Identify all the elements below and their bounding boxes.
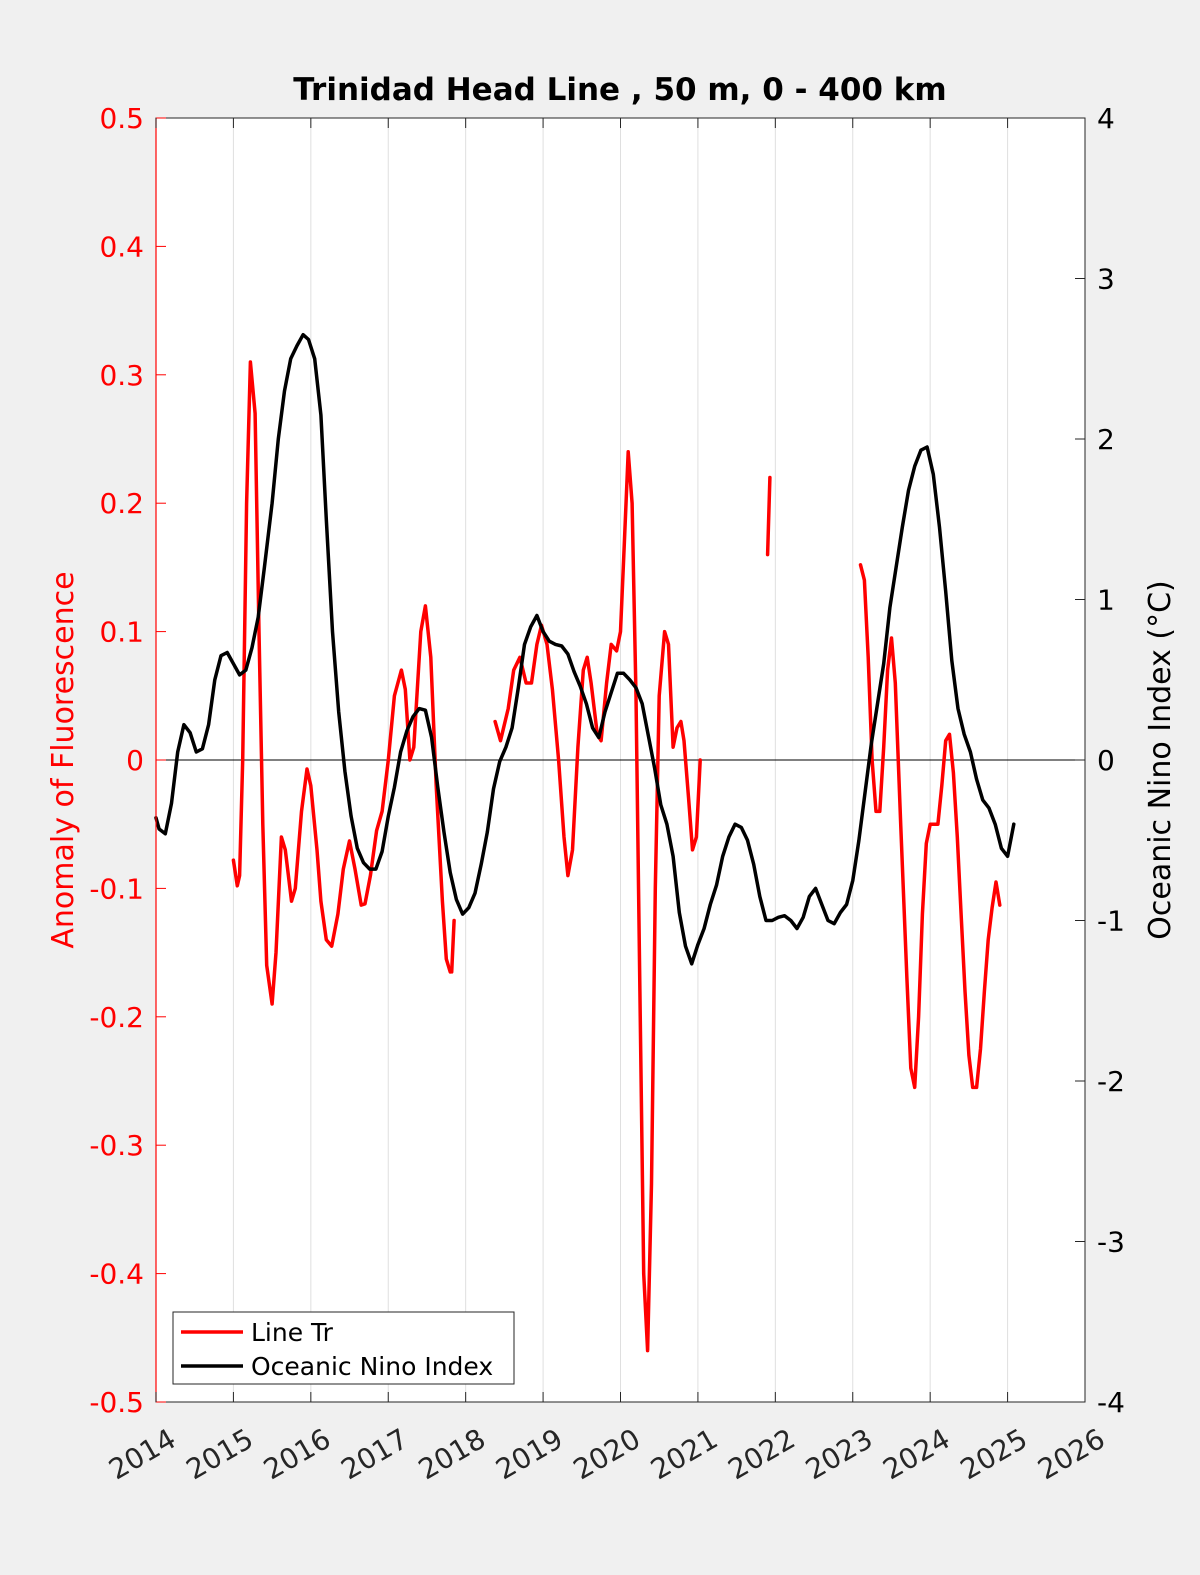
series-line-tr <box>231 360 452 1006</box>
left-tick-label: -0.3 <box>89 1129 144 1162</box>
right-tick-label: -3 <box>1097 1226 1125 1259</box>
x-tick-label: 2024 <box>877 1422 955 1486</box>
left-axis-label: Anomaly of Fluorescence <box>46 571 81 948</box>
x-tick-label: 2016 <box>258 1422 336 1486</box>
right-tick-label: -2 <box>1097 1065 1125 1098</box>
left-tick-label: -0.1 <box>89 872 144 905</box>
x-tick-label: 2020 <box>568 1422 646 1486</box>
left-tick-label: 0.2 <box>99 487 144 520</box>
series-line-tr <box>449 918 456 974</box>
legend-label-oni: Oceanic Nino Index <box>251 1352 493 1381</box>
left-tick-label: 0.1 <box>99 616 144 649</box>
left-tick-label: 0 <box>126 744 144 777</box>
right-axis-label: Oceanic Nino Index (°C) <box>1143 580 1178 940</box>
x-tick-label: 2025 <box>955 1422 1033 1486</box>
x-tick-label: 2023 <box>800 1422 878 1486</box>
right-tick-label: -1 <box>1097 905 1125 938</box>
right-tick-label: -4 <box>1097 1386 1125 1419</box>
series-line-tr <box>765 475 772 557</box>
left-axis: 0.5 0.4 0.3 0.2 0.1 0 -0.1 -0.2 -0.3 -0.4 -0.5 <box>89 102 166 1419</box>
left-tick-label: -0.5 <box>89 1386 144 1419</box>
right-tick-label: 1 <box>1097 584 1115 617</box>
x-tick-label: 2019 <box>490 1422 568 1486</box>
x-tick-label: 2021 <box>645 1422 723 1486</box>
left-tick-label: 0.3 <box>99 359 144 392</box>
x-tick-label: 2022 <box>723 1422 801 1486</box>
right-axis: 4 3 2 1 0 -1 -2 -3 -4 <box>1075 102 1125 1419</box>
x-tick-label: 2018 <box>413 1422 491 1486</box>
series-group <box>154 332 1016 1353</box>
left-tick-label: 0.5 <box>99 102 144 135</box>
series-line-tr <box>858 563 1002 1090</box>
x-tick-label: 2014 <box>103 1422 181 1486</box>
series-oni <box>154 332 1016 966</box>
right-tick-label: 0 <box>1097 744 1115 777</box>
legend: Line Tr Oceanic Nino Index <box>172 1311 515 1385</box>
legend-label-line-tr: Line Tr <box>251 1318 334 1347</box>
left-tick-label: -0.2 <box>89 1001 144 1034</box>
x-tick-label: 2015 <box>181 1422 259 1486</box>
right-tick-label: 4 <box>1097 102 1115 135</box>
chart-title: Trinidad Head Line , 50 m, 0 - 400 km <box>293 72 946 108</box>
x-tick-label: 2017 <box>335 1422 413 1486</box>
x-tick-label: 2026 <box>1032 1422 1110 1486</box>
legend-box <box>172 1311 515 1385</box>
right-tick-label: 2 <box>1097 423 1115 456</box>
left-tick-label: -0.4 <box>89 1258 144 1291</box>
series-line-tr <box>493 450 702 1353</box>
left-tick-label: 0.4 <box>99 230 144 263</box>
right-tick-label: 3 <box>1097 263 1115 296</box>
